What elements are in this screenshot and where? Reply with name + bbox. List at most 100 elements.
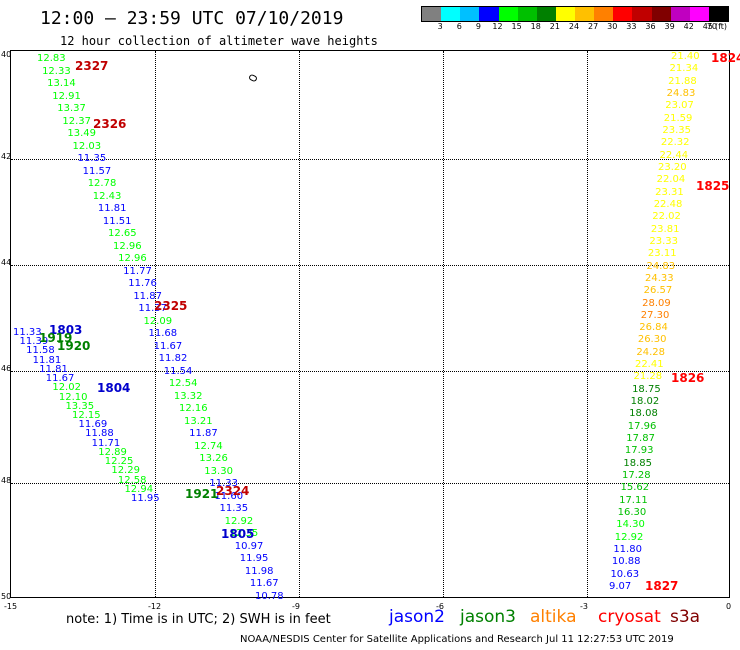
wave-height-label: 16.30 (617, 507, 647, 519)
wave-height-label: 15.62 (620, 482, 650, 494)
legend-swatch (708, 7, 728, 21)
wave-height-label: 10.63 (610, 568, 640, 580)
wave-height-label: 21.34 (669, 63, 699, 75)
wave-height-label: 12.33 (42, 65, 71, 77)
wave-height-label: 12.09 (143, 315, 173, 327)
wave-height-label: 24.33 (645, 272, 674, 284)
wave-height-label: 11.67 (249, 578, 279, 590)
wave-height-label: 23.35 (662, 124, 691, 136)
pass-time-label: 1827 (645, 579, 679, 593)
wave-height-label: 12.92 (614, 531, 644, 543)
pass-time-label: 1805 (221, 527, 255, 541)
wave-height-label: 11.67 (45, 373, 75, 385)
wave-height-label: 11.87 (133, 290, 162, 302)
wave-height-label: 21.59 (663, 112, 693, 124)
legend-swatch (594, 7, 614, 21)
wave-height-label: 22.48 (653, 198, 683, 210)
wave-height-label: 12.15 (72, 410, 101, 421)
legend-swatch (479, 7, 499, 21)
grid-line-vertical (299, 51, 300, 597)
wave-height-label: 12.89 (98, 446, 127, 458)
pass-time-label: 2327 (75, 59, 109, 73)
legend-label: 12 (492, 22, 503, 31)
wave-height-label: 24.83 (646, 260, 676, 272)
wave-height-label: 12.02 (52, 382, 81, 394)
legend-label: 36 (645, 22, 656, 31)
color-legend (421, 6, 729, 22)
wave-height-label: 18.08 (629, 408, 658, 420)
grid-line-horizontal (11, 159, 729, 160)
pass-time-label: 1825 (696, 179, 730, 193)
wave-height-label: 12.25 (104, 456, 134, 468)
legend-swatch (632, 7, 652, 21)
y-axis-tick-label: 44 (1, 258, 12, 267)
wave-height-label: 11.87 (189, 428, 218, 440)
wave-height-label: 23.07 (665, 100, 694, 112)
wave-height-label: 11.58 (26, 345, 55, 357)
wave-height-label: 12.78 (87, 178, 117, 190)
pass-time-label: 1826 (671, 371, 705, 385)
wave-height-label: 11.69 (78, 419, 108, 431)
wave-height-label: 11.57 (82, 165, 112, 177)
legend-label: 18 (530, 22, 541, 31)
wave-height-label: 10.88 (611, 556, 641, 568)
wave-height-label: 11.82 (158, 353, 188, 365)
map-frame: 12.83 12.33 13.14 12.91 13.37 12.37 13.49 12.03… (10, 50, 740, 602)
x-axis-tick-label: 0 (726, 602, 732, 611)
wave-height-label: 12.91 (52, 90, 81, 102)
wave-height-label: 13.26 (199, 453, 228, 465)
wave-height-label: 22.32 (660, 137, 690, 149)
legend-label: 42 (683, 22, 694, 31)
color-legend-labels: 3 6 9 12 15 18 21 24 27 30 33 36 39 42 45 70 (ft) (421, 22, 727, 34)
wave-height-label: 14.30 (616, 519, 645, 531)
legend-swatch (441, 7, 461, 21)
wave-height-label: 27.30 (640, 309, 670, 321)
wave-height-label: 22.41 (634, 359, 664, 371)
pass-time-label: 1804 (97, 381, 131, 395)
wave-height-label: 12.74 (194, 440, 223, 452)
legend-swatch (555, 7, 575, 21)
wave-height-label: 13.14 (47, 78, 76, 90)
wave-height-label: 11.81 (32, 354, 62, 366)
legend-label: 27 (588, 22, 599, 31)
x-axis-tick-label: -6 (436, 602, 444, 611)
grid-line-vertical (155, 51, 156, 597)
pass-time-label: 2325 (154, 299, 188, 313)
wave-height-label: 17.87 (626, 433, 655, 445)
legend-swatch (651, 7, 671, 21)
legend-swatch (460, 7, 480, 21)
wave-height-label: 12.16 (178, 403, 208, 415)
x-axis-tick-label: -9 (292, 602, 300, 611)
pass-time-label: 1919 (39, 331, 73, 345)
legend-swatch (498, 7, 518, 21)
wave-height-label: 11.54 (163, 365, 193, 377)
wave-height-label: 17.93 (624, 445, 654, 457)
satellite-legend-item: altika (530, 607, 577, 627)
legend-label: 33 (626, 22, 637, 31)
wave-height-label: 11.95 (131, 493, 160, 504)
pass-time-label: 1920 (57, 339, 91, 353)
legend-unit: (ft) (714, 22, 728, 31)
wave-height-label: 23.81 (650, 223, 680, 235)
wave-height-label: 23.20 (658, 161, 687, 173)
wave-height-label: 12.96 (118, 253, 147, 265)
credit-text: NOAA/NESDIS Center for Satellite Applica… (240, 634, 674, 645)
wave-height-label: 11.95 (239, 553, 269, 565)
legend-label: 70 (706, 22, 717, 31)
wave-height-label: 12.65 (107, 228, 137, 240)
legend-swatch (613, 7, 633, 21)
wave-height-label: 12.43 (92, 190, 122, 202)
wave-height-label: 11.81 (39, 363, 68, 375)
y-axis-tick-label: 42 (1, 152, 12, 161)
satellite-legend-item: cryosat (598, 607, 661, 627)
wave-height-label: 17.96 (627, 420, 657, 432)
wave-height-label: 11.67 (153, 340, 183, 352)
legend-label: 24 (568, 22, 580, 31)
legend-label: 3 (437, 22, 443, 31)
wave-height-label: 11.80 (613, 544, 642, 556)
wave-height-label: 11.71 (91, 437, 121, 449)
wave-height-label: 11.35 (77, 153, 107, 165)
grid-line-horizontal (11, 265, 729, 266)
wave-height-label: 13.30 (204, 465, 233, 477)
